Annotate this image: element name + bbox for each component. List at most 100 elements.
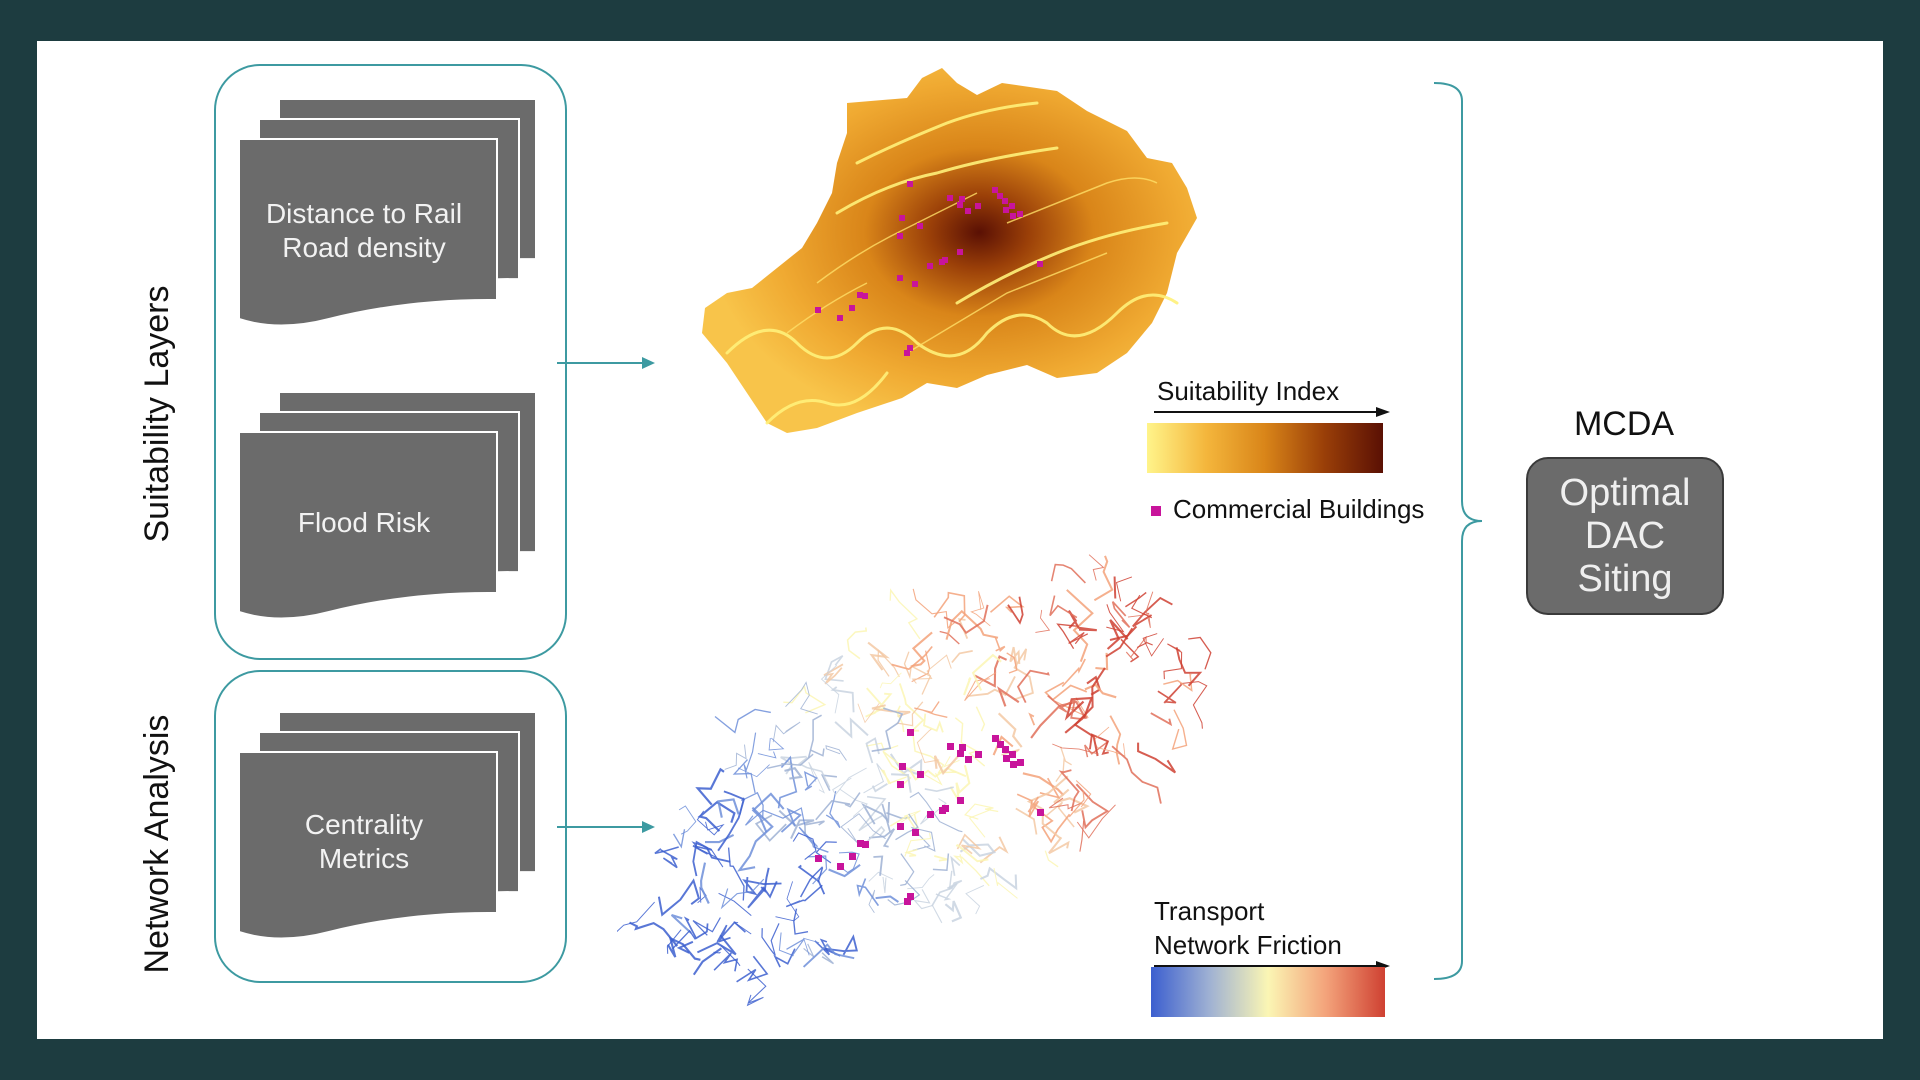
road-segment bbox=[891, 645, 933, 671]
road-segment bbox=[1088, 733, 1110, 756]
road-segment bbox=[968, 675, 1016, 697]
road-segment bbox=[747, 881, 778, 909]
road-segment bbox=[697, 800, 736, 832]
road-segment bbox=[1132, 596, 1173, 628]
building-marker bbox=[899, 215, 905, 221]
road-segment bbox=[1125, 591, 1147, 608]
road-segment bbox=[879, 672, 902, 689]
road-segment bbox=[857, 703, 880, 724]
road-segment bbox=[802, 943, 855, 968]
building-marker bbox=[1009, 203, 1015, 209]
road-segment bbox=[871, 707, 904, 753]
road-segment bbox=[1015, 807, 1038, 835]
road-segment bbox=[923, 713, 944, 733]
road-segment bbox=[953, 854, 990, 887]
building-marker bbox=[947, 743, 954, 750]
building-marker bbox=[904, 350, 910, 356]
building-marker bbox=[857, 840, 864, 847]
document-stack-centrality: Centrality Metrics bbox=[239, 712, 539, 972]
road-segment bbox=[856, 878, 880, 907]
road-segment bbox=[871, 783, 888, 793]
road-segment bbox=[716, 921, 746, 943]
road-segment bbox=[903, 651, 932, 695]
road-segment bbox=[1163, 673, 1193, 692]
road-segment bbox=[775, 881, 800, 922]
road-segment bbox=[904, 848, 918, 857]
road-segment bbox=[746, 968, 767, 1007]
road-segment bbox=[696, 934, 737, 956]
road-segment bbox=[676, 940, 694, 954]
road-segment bbox=[970, 591, 991, 627]
arrow-network-to-map bbox=[557, 821, 655, 833]
network-analysis-label: Network Analysis bbox=[138, 714, 176, 974]
road-segment bbox=[889, 813, 920, 835]
road-segment bbox=[945, 609, 999, 640]
road-segment bbox=[629, 921, 679, 947]
road-segment bbox=[761, 923, 780, 956]
road-segment bbox=[803, 937, 820, 956]
road-segment bbox=[660, 849, 678, 869]
road-segment bbox=[1093, 726, 1126, 757]
road-segment bbox=[733, 921, 752, 935]
road-segment bbox=[964, 672, 997, 702]
road-segment bbox=[1044, 850, 1059, 868]
road-segment bbox=[778, 809, 815, 840]
building-marker bbox=[957, 202, 963, 208]
building-marker bbox=[837, 315, 843, 321]
road-segment bbox=[821, 952, 834, 965]
road-segment bbox=[1068, 791, 1085, 818]
road-segment bbox=[695, 767, 725, 806]
building-marker bbox=[1037, 809, 1044, 816]
road-segment bbox=[1047, 695, 1084, 721]
road-segment bbox=[1048, 836, 1070, 855]
suitability-layers-label: Suitability Layers bbox=[138, 285, 176, 543]
transport-title-line2: Network Friction bbox=[1154, 930, 1342, 960]
arrow-suitability-to-map bbox=[557, 357, 655, 369]
road-segment bbox=[820, 664, 840, 714]
road-segment bbox=[935, 870, 958, 901]
road-segment bbox=[896, 701, 924, 727]
building-marker bbox=[862, 841, 869, 848]
road-segment bbox=[1076, 804, 1116, 839]
road-segment bbox=[838, 851, 860, 874]
road-segment bbox=[743, 732, 757, 779]
road-segment bbox=[1105, 627, 1134, 658]
building-marker bbox=[849, 305, 855, 311]
road-segment bbox=[968, 808, 992, 838]
road-segment bbox=[1044, 681, 1088, 701]
road-segment bbox=[964, 803, 999, 820]
optimal-dac-siting-text: Optimal DAC Siting bbox=[1559, 471, 1691, 600]
building-marker bbox=[912, 829, 919, 836]
road-segment bbox=[924, 772, 943, 786]
road-segment bbox=[732, 759, 756, 794]
road-segment bbox=[914, 701, 948, 718]
building-marker bbox=[1009, 751, 1016, 758]
road-segment bbox=[989, 595, 1025, 614]
diagram-canvas: Suitability Layers Distance to Rail Road… bbox=[37, 41, 1883, 1039]
road-segment bbox=[1125, 635, 1147, 661]
road-segment bbox=[904, 832, 932, 857]
road-segment bbox=[963, 677, 972, 696]
building-marker bbox=[927, 263, 933, 269]
road-segment bbox=[672, 829, 686, 849]
road-segment bbox=[916, 728, 940, 764]
road-segment bbox=[785, 884, 823, 908]
road-segment bbox=[742, 877, 782, 896]
road-segment bbox=[846, 627, 868, 660]
road-segment bbox=[727, 847, 745, 901]
road-segment bbox=[1106, 604, 1125, 633]
road-segment bbox=[908, 767, 967, 781]
doc-label-rail-road: Distance to Rail Road density bbox=[265, 198, 463, 263]
road-segment bbox=[1150, 712, 1173, 727]
road-segment bbox=[1157, 683, 1183, 704]
road-segment bbox=[780, 755, 807, 775]
building-marker bbox=[997, 193, 1003, 199]
road-segment bbox=[1050, 563, 1086, 584]
building-marker bbox=[904, 898, 911, 905]
road-segment bbox=[700, 862, 710, 904]
road-segment bbox=[1052, 743, 1099, 755]
building-marker bbox=[1003, 755, 1010, 762]
building-marker bbox=[907, 181, 913, 187]
road-segment bbox=[766, 753, 814, 770]
road-segment bbox=[1016, 669, 1050, 703]
